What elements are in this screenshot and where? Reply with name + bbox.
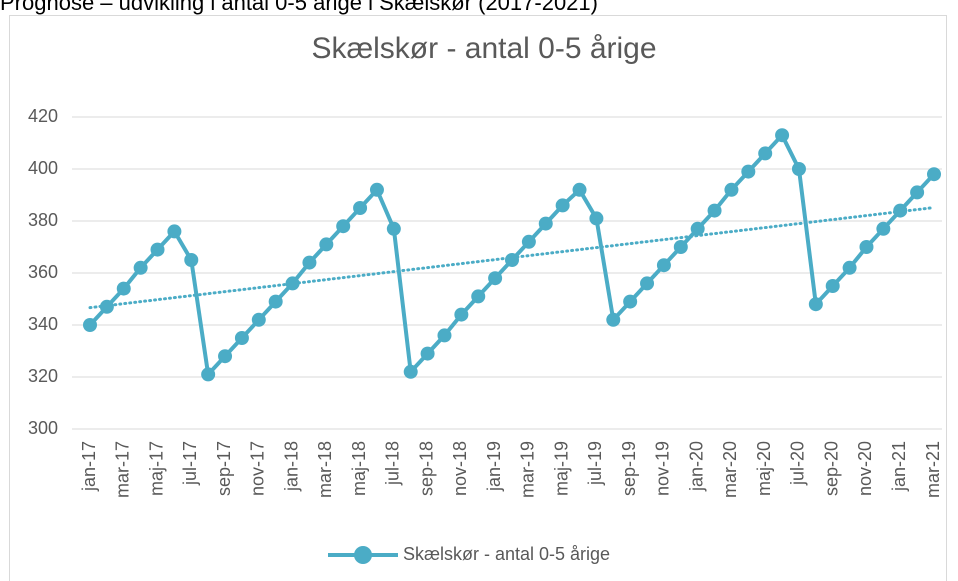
point [167,224,182,239]
point [741,164,756,179]
x-tick-label: nov-20 [855,441,875,496]
x-tick-label: sep-20 [821,441,841,496]
point [606,312,621,327]
x-tick-label: nov-17 [248,441,268,496]
point [842,260,857,275]
point [386,221,401,236]
point [116,281,131,296]
x-tick-label: mar-21 [923,441,943,498]
point [403,364,418,379]
point [201,367,216,382]
x-tick-label: jul-20 [788,441,808,486]
point [640,276,655,291]
point [893,203,908,218]
x-tick-label: sep-18 [416,441,436,496]
x-tick-label: mar-20 [720,441,740,498]
point [656,258,671,273]
chart-frame [9,15,947,581]
point [488,271,503,286]
point [353,201,368,215]
legend-label: Skælskør - antal 0-5 årige [403,544,610,564]
point [758,146,773,161]
point [791,162,806,176]
point [471,289,486,304]
x-tick-label: jul-18 [383,441,403,486]
x-tick-label: mar-19 [518,441,538,498]
point [336,219,351,234]
point [707,203,722,218]
point [133,260,148,275]
point [775,128,790,143]
x-tick-label: jul-19 [585,441,605,486]
x-tick-label: jul-17 [180,441,200,486]
point [369,182,384,197]
point [437,328,452,343]
point [623,294,638,309]
point [319,237,334,252]
point [251,312,266,327]
y-tick-label: 320 [28,366,58,386]
x-tick-label: sep-17 [214,441,234,496]
x-tick-label: jan-18 [281,441,301,492]
x-tick-label: maj-18 [349,441,369,496]
point [589,211,604,226]
point [234,331,249,345]
point [859,240,874,254]
point [99,299,114,314]
point [572,182,587,197]
x-tick-label: jan-17 [79,441,99,492]
point [555,198,570,213]
x-tick-label: nov-19 [653,441,673,496]
y-tick-label: 420 [28,106,58,126]
x-tick-label: jan-19 [484,441,504,492]
y-tick-label: 360 [28,262,58,282]
point [808,297,823,312]
point [673,240,688,254]
x-tick-label: maj-17 [146,441,166,496]
x-tick-label: jan-21 [889,441,909,492]
x-tick-label: maj-20 [754,441,774,496]
point [454,307,469,322]
x-tick-label: sep-19 [619,441,639,496]
y-tick-label: 340 [28,314,58,334]
point [724,182,739,197]
point [302,255,317,270]
y-tick-label: 380 [28,210,58,230]
point [521,234,536,249]
point [927,167,941,182]
x-tick-label: maj-19 [551,441,571,496]
point [876,221,891,236]
point [218,349,233,364]
point [910,185,925,200]
chart-title: Skælskør - antal 0-5 årige [311,32,656,65]
x-tick-label: mar-18 [315,441,335,498]
point [184,253,199,267]
point [83,318,97,332]
y-tick-label: 300 [28,418,58,438]
point [505,253,519,267]
point [268,294,283,309]
point [150,242,165,257]
x-tick-label: jan-20 [686,441,706,492]
y-tick-label: 400 [28,158,58,178]
point [420,346,435,361]
point [285,276,300,291]
x-tick-label: mar-17 [113,441,133,498]
legend-marker [354,546,372,564]
point [690,221,705,236]
page-header: Prognose – udvikling i antal 0-5 årige i… [0,0,598,15]
x-tick-label: nov-18 [450,441,470,496]
point [538,216,553,231]
point [825,279,840,293]
